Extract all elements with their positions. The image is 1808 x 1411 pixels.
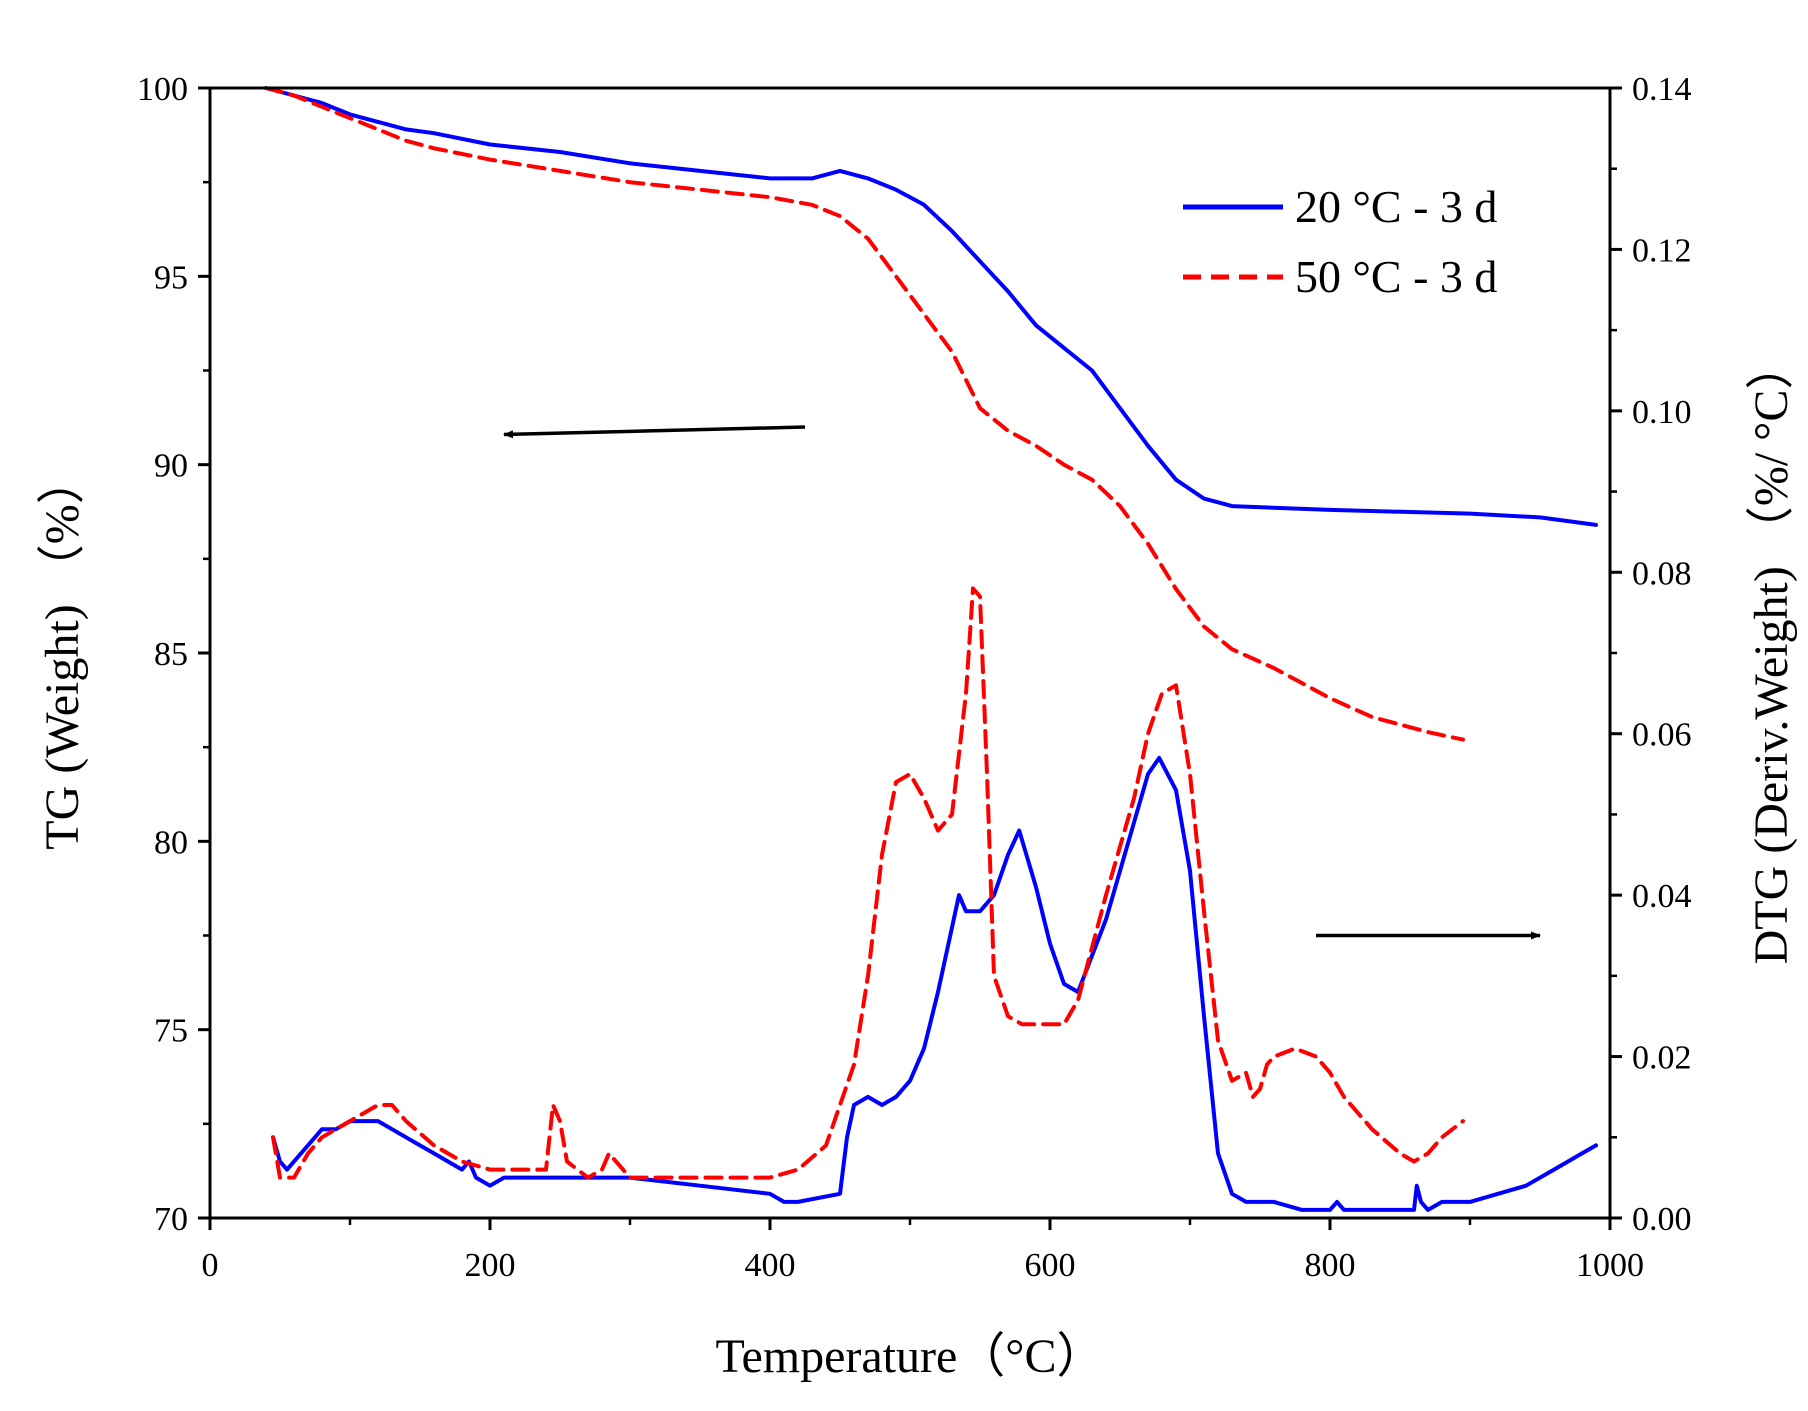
legend-label-50c: 50 °C - 3 d <box>1295 251 1497 302</box>
legend: 20 °C - 3 d 50 °C - 3 d <box>1183 181 1497 302</box>
tick-labels-layer: 0 200 400 600 800 1000 70 75 80 85 90 95 100 0.00 0.02… <box>137 71 1692 1284</box>
y-right-tick-label: 0.00 <box>1632 1201 1692 1238</box>
y-right-tick-label: 0.08 <box>1632 555 1692 592</box>
y-right-tick-label: 0.12 <box>1632 232 1692 269</box>
x-tick-label: 200 <box>465 1247 516 1284</box>
x-tick-label: 800 <box>1305 1247 1356 1284</box>
series-line-3 <box>271 586 1465 1180</box>
series-line-0 <box>264 86 1598 527</box>
y-left-tick-label: 75 <box>154 1013 188 1050</box>
y-right-tick-label: 0.04 <box>1632 878 1692 915</box>
right-y-axis-title: DTG (Deriv.Weight) （%/ °C） <box>1745 342 1798 965</box>
x-tick-label: 400 <box>745 1247 796 1284</box>
y-right-tick-label: 0.02 <box>1632 1040 1692 1077</box>
y-left-tick-label: 85 <box>154 636 188 673</box>
y-left-tick-label: 90 <box>154 448 188 485</box>
y-right-tick-label: 0.06 <box>1632 717 1692 754</box>
y-left-tick-label: 70 <box>154 1201 188 1238</box>
y-left-tick-label: 80 <box>154 824 188 861</box>
axis-ticks-layer <box>198 86 1622 1230</box>
data-lines-layer <box>264 86 1598 1212</box>
x-axis-title: Temperature（°C） <box>715 1330 1104 1383</box>
y-left-tick-label: 95 <box>154 259 188 296</box>
left-axis-arrow <box>503 425 806 439</box>
y-left-tick-label: 100 <box>137 71 188 108</box>
y-right-tick-label: 0.10 <box>1632 394 1692 431</box>
x-tick-label: 600 <box>1025 1247 1076 1284</box>
series-line-1 <box>264 86 1465 742</box>
series-line-2 <box>271 755 1598 1212</box>
x-tick-label: 0 <box>202 1247 219 1284</box>
y-right-tick-label: 0.14 <box>1632 71 1692 108</box>
x-tick-label: 1000 <box>1576 1247 1644 1284</box>
legend-label-20c: 20 °C - 3 d <box>1295 181 1497 232</box>
left-y-axis-title: TG (Weight) （%） <box>36 456 89 849</box>
